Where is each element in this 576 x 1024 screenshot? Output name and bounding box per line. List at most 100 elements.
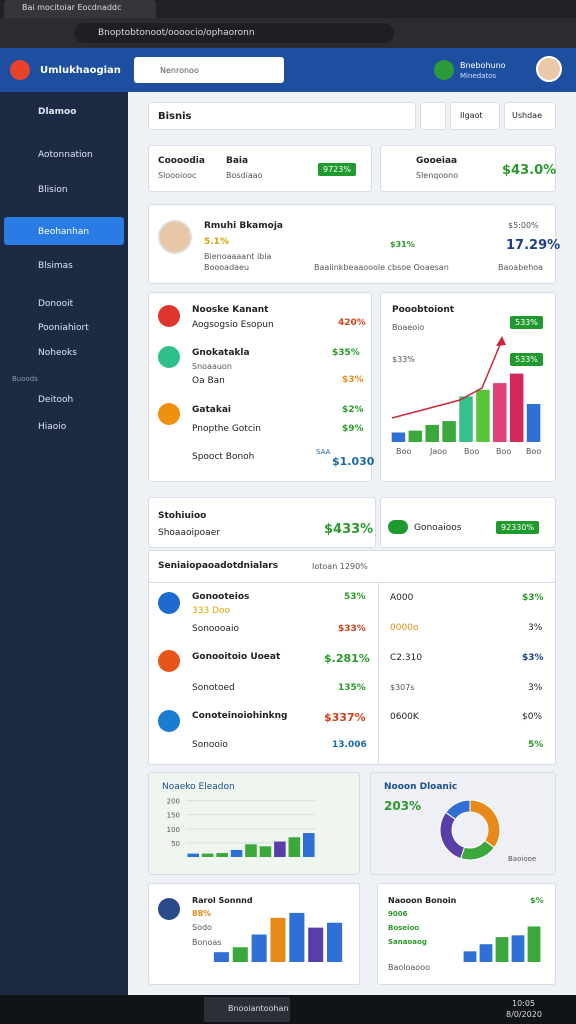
pill-label: Gonoaioos: [414, 523, 462, 533]
chart-title: Noaeko Eleadon: [162, 782, 235, 792]
row-value: $.281%: [324, 652, 370, 665]
row-title: Conoteinoiohinkng: [192, 711, 288, 721]
bar: [274, 841, 286, 857]
bar: [216, 853, 228, 857]
button[interactable]: [504, 102, 556, 130]
bar-chart: 50 100 150 200: [167, 795, 316, 857]
icon: [158, 403, 180, 425]
row-sub: Sonooio: [192, 740, 228, 750]
list-footer-value: $1.030: [332, 455, 375, 468]
button-label: Ushdae: [512, 111, 542, 120]
taskbar-date: 8/0/2020: [506, 1010, 542, 1019]
toolbar-search-text: Bisnis: [158, 111, 192, 122]
icon-button[interactable]: [420, 102, 446, 130]
y-tick-label: 200: [167, 798, 180, 806]
pill: [388, 520, 408, 534]
taskbar-time: 10:05: [512, 999, 536, 1008]
right-label: 0600K: [390, 712, 419, 722]
table-divider: [148, 582, 556, 583]
stat-sub: Sloooiooc: [158, 171, 197, 180]
button-label: Ilgaot: [460, 111, 483, 120]
bar: [527, 926, 541, 962]
bar: [511, 935, 525, 962]
profile-mid-text: Baaiinkbeaaooole cbsoe Ooaesan: [314, 263, 449, 272]
icon: [158, 650, 180, 672]
donut-slice: [460, 839, 495, 861]
bar: [479, 944, 493, 962]
profile-avatar: [158, 220, 192, 254]
nav-item: Dlamoo: [38, 107, 77, 117]
card-value: 88%: [192, 909, 212, 918]
right-label: C2.310: [390, 653, 423, 663]
row-value: 13.006: [332, 740, 367, 750]
bar: [303, 833, 315, 857]
user-name: Bnebohuno: [460, 61, 506, 70]
row-title: Gonooitoio Uoeat: [192, 652, 281, 662]
app-header: Umlukhaogian Nenronoo Bnebohuno Minedato…: [0, 48, 576, 92]
x-label: Jaoo: [430, 447, 448, 456]
list-value: $35%: [332, 348, 360, 358]
right-value: $3%: [522, 593, 544, 603]
card-line: Bonoas: [192, 938, 222, 947]
summary-title: Stohiuioo: [158, 511, 207, 521]
card-line: Baoloaooo: [388, 963, 430, 972]
user-sub: Minedatos: [460, 72, 497, 80]
row-sub: Sonoooaio: [192, 624, 239, 634]
bar: [327, 922, 343, 962]
url-box[interactable]: [74, 23, 394, 43]
bar-chart-svg: [463, 926, 541, 962]
search-box[interactable]: [134, 57, 284, 83]
stat-title: Baia: [226, 156, 249, 166]
bar: [259, 846, 272, 857]
list-sub: Snoaauon: [192, 362, 232, 371]
bar: [308, 927, 324, 962]
nav-section: Buoods: [12, 375, 38, 383]
bar: [289, 912, 305, 962]
table-divider: [378, 582, 379, 765]
bar: [391, 432, 406, 442]
list-value: 420%: [338, 318, 366, 328]
nav-item: Blision: [38, 185, 68, 195]
stat-card: [380, 145, 556, 192]
x-label: Boo: [496, 447, 512, 456]
taskbar-app-label: Bnooiantoohan: [228, 1004, 289, 1013]
right-value: 5%: [528, 740, 544, 750]
icon: [158, 346, 180, 368]
list-value: $3%: [342, 375, 364, 385]
summary-card: [148, 497, 376, 548]
list-card: [148, 292, 372, 482]
list-value: $2%: [342, 405, 364, 415]
x-label: Boo: [396, 447, 412, 456]
chart-badge: 533%: [510, 316, 543, 329]
donut-title: Nooon Dloanic: [384, 782, 458, 792]
stat-sub: Slenqoono: [416, 171, 459, 180]
chart-card: [377, 883, 556, 985]
profile-line: Boooadaeu: [204, 263, 250, 272]
right-label: $307s: [390, 683, 415, 692]
row-sub: 333 Doo: [192, 606, 230, 616]
bar: [288, 837, 301, 857]
table-card: [148, 550, 556, 765]
list-footer-label: Spooct Bonoh: [192, 452, 255, 462]
chart-card: [148, 883, 360, 985]
bar: [526, 404, 541, 442]
summary-sub: Shoaaoipoaer: [158, 528, 220, 538]
icon: [158, 592, 180, 614]
stat-value: $43.0%: [502, 163, 557, 178]
nav-item: Blsimas: [38, 261, 73, 271]
button[interactable]: [450, 102, 500, 130]
icon: [158, 710, 180, 732]
list-sub: Aogsogsio Esopun: [192, 320, 274, 330]
toolbar-search[interactable]: [148, 102, 416, 130]
stat-title: Gooeiaa: [416, 156, 458, 166]
shape: [391, 339, 503, 419]
profile-line: Bienoaaaant ibla: [204, 252, 272, 261]
taskbar-app[interactable]: [204, 997, 290, 1022]
bar: [463, 951, 477, 962]
tab: [4, 0, 156, 18]
profile-change: 5.1%: [204, 237, 229, 247]
list-sub: Oa Ban: [192, 376, 225, 386]
stat-badge: 9723%: [318, 163, 356, 176]
stat-sub: Bosdiaao: [226, 171, 263, 180]
